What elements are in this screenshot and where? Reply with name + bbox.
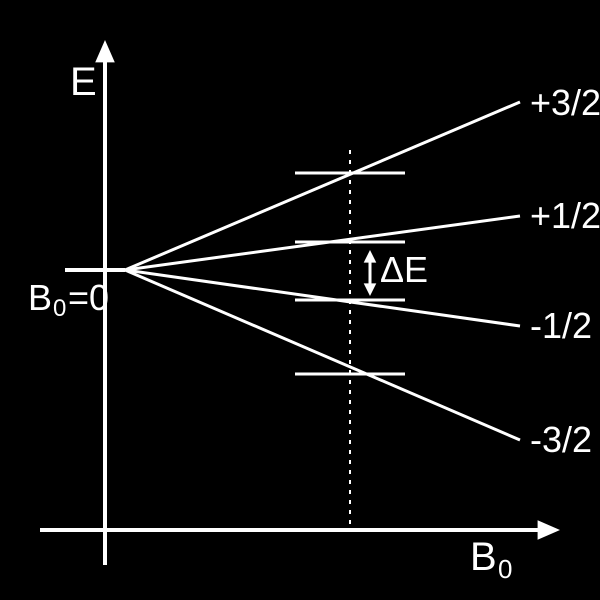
level-label: -3/2 bbox=[530, 419, 592, 460]
level-label: +3/2 bbox=[530, 82, 600, 123]
delta-e-label: ΔE bbox=[380, 249, 428, 290]
y-axis-label: E bbox=[70, 60, 97, 104]
zeeman-diagram: EB0B0=0+3/2+1/2-1/2-3/2ΔE bbox=[0, 0, 600, 600]
level-label: +1/2 bbox=[530, 195, 600, 236]
origin-label: B0=0 bbox=[28, 277, 109, 322]
level-label: -1/2 bbox=[530, 305, 592, 346]
